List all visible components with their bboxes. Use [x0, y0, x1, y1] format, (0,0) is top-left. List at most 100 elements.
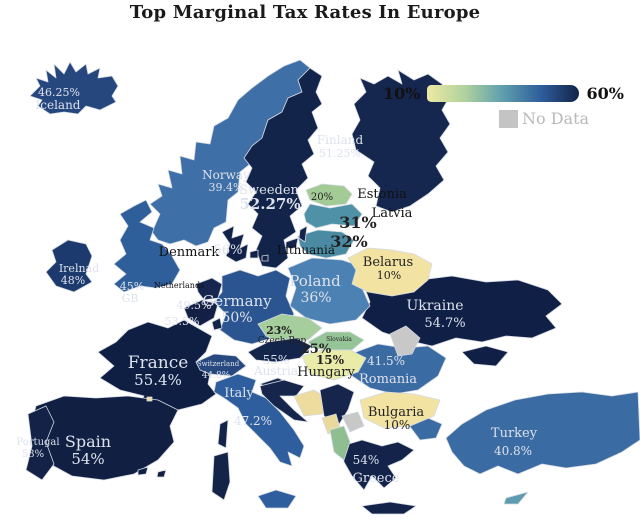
region-moldova [389, 325, 421, 357]
label-finland-value: 51.25% [319, 147, 361, 160]
label-slovakia-name: Slovakia [326, 336, 352, 343]
label-germany-value: 50% [221, 310, 252, 326]
country-czech [257, 313, 323, 345]
label-austria-name: Austria [253, 364, 298, 378]
country-latvia [303, 203, 363, 229]
no-data-swatch [499, 109, 518, 128]
country-finland [351, 69, 451, 213]
region-sicily [257, 489, 297, 509]
region-serbia [319, 383, 355, 427]
label-belgium-value: 53.5% [165, 315, 200, 328]
region-andorra [146, 396, 153, 402]
label-lithuania-value: 32% [330, 232, 367, 251]
country-iceland [29, 61, 119, 115]
region-gotland [298, 225, 308, 243]
country-ireland [45, 239, 93, 293]
label-romania-value: 41.5% [367, 354, 405, 368]
region-balearics [137, 466, 167, 478]
country-denmark [221, 225, 249, 263]
label-italy-value: 47.2% [234, 414, 272, 428]
label-iceland-name: Iceland [36, 98, 81, 112]
country-belarus [347, 247, 433, 297]
country-belgium [183, 299, 219, 327]
country-bulgaria [359, 391, 441, 429]
country-italy [213, 373, 305, 467]
region-croatia [259, 379, 309, 423]
country-slovakia [307, 331, 365, 351]
legend: 10% 60% [383, 84, 624, 103]
page-title: Top Marginal Tax Rates In Europe [129, 2, 481, 23]
label-netherlands-name: Netherlands [154, 281, 204, 290]
country-france [97, 319, 217, 417]
region-corsica [217, 419, 229, 449]
legend-max-label: 60% [586, 84, 624, 103]
label-latvia-value: 31% [339, 213, 376, 232]
country-gb [113, 199, 181, 293]
country-portugal [25, 405, 55, 481]
label-latvia-name: Latvia [372, 206, 413, 221]
label-denmark-name: Denmark [159, 245, 220, 260]
label-sweden-value: 52.27% [239, 195, 300, 213]
label-romania-name: Romania [359, 372, 417, 387]
label-turkey-value: 40.8% [494, 444, 532, 458]
country-poland [287, 257, 371, 325]
region-crimea [461, 345, 509, 367]
label-greece-value: 54% [353, 453, 380, 467]
label-switzerland-value: 44.8% [202, 371, 231, 381]
country-ukraine [361, 275, 563, 347]
label-estonia-value: 20% [311, 192, 333, 203]
country-switzerland [195, 353, 247, 377]
legend-gradient-bar [427, 85, 580, 102]
country-netherlands [195, 277, 223, 301]
label-bulgaria-value: 10% [384, 418, 411, 432]
legend-no-data: No Data [499, 109, 589, 128]
label-turkey-name: Turkey [491, 426, 538, 441]
country-labels: 46.25% Iceland Norway 39.4% Sweeden 52.2… [16, 86, 537, 486]
country-turkey [445, 391, 640, 475]
label-gb-name: GB [122, 292, 139, 305]
label-spain-value: 54% [71, 450, 104, 468]
label-belarus-value: 10% [377, 269, 401, 282]
label-ireland-name: Irelnad [59, 262, 99, 275]
label-hungary-value: 15% [316, 353, 345, 367]
label-czech-value: 23% [266, 324, 292, 337]
country-hungary [301, 349, 367, 381]
region-macedonia [341, 411, 365, 433]
label-france-value: 55.4% [134, 371, 182, 389]
label-spain-name: Spain [65, 432, 111, 451]
label-iceland-value: 46.25% [38, 86, 80, 99]
legend-min-label: 10% [383, 84, 421, 103]
region-cyprus [503, 491, 529, 505]
label-norway-value: 39.4% [209, 181, 244, 194]
region-denmark-islands [249, 249, 269, 262]
country-sweden [243, 67, 323, 269]
label-ireland-value: 48% [61, 274, 85, 287]
label-greece-name: Greece [353, 471, 400, 486]
label-estonia-name: Estonia [357, 187, 407, 202]
label-poland-value: 36% [300, 290, 331, 306]
country-austria [247, 337, 313, 363]
label-ukraine-name: Ukraine [406, 298, 463, 314]
label-germany-name: Germany [202, 292, 272, 310]
label-hungary-name: Hungary [297, 365, 355, 380]
label-poland-name: Poland [289, 272, 341, 290]
country-estonia [305, 183, 353, 207]
label-italy-name: Italy [224, 386, 254, 401]
label-czech-name: Czech Rep [258, 336, 307, 346]
region-albania [329, 425, 351, 461]
no-data-label: No Data [522, 109, 590, 128]
label-switzerland-name: Switzerland [197, 360, 240, 368]
country-greece [341, 439, 415, 491]
label-belarus-name: Belarus [363, 255, 413, 270]
label-slovakia-value: 25% [301, 342, 332, 357]
label-norway-name: Norway [202, 168, 250, 182]
country-lithuania [297, 229, 355, 259]
label-ukraine-value: 54.7% [424, 316, 465, 331]
region-crete [361, 501, 417, 515]
label-bulgaria-name: Bulgaria [368, 405, 425, 420]
label-denmark-value: 56% [214, 243, 243, 258]
region-kaliningrad [285, 237, 299, 249]
label-lithuania-name: Lithuania [277, 243, 335, 257]
